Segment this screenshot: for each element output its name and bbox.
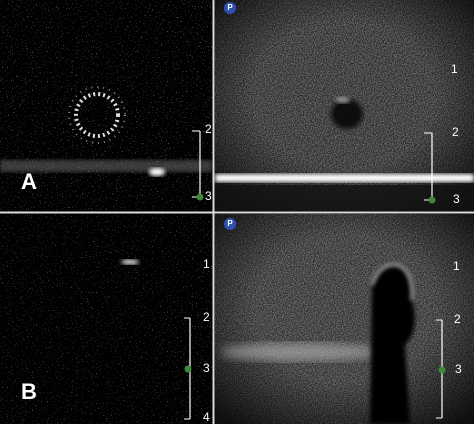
depth-label: 3	[455, 362, 462, 376]
panel-b-left: 1 2 3 4 B	[0, 214, 212, 424]
depth-label: 3	[453, 192, 460, 206]
depth-label: 1	[453, 259, 460, 273]
panel-a-right: P 1 2 3	[215, 0, 474, 211]
depth-label: 2	[205, 122, 212, 136]
probe-marker: P	[227, 3, 233, 12]
depth-label: 2	[203, 310, 210, 324]
panel-a-left: 2 3 A	[0, 0, 212, 211]
depth-label: 4	[203, 410, 210, 424]
depth-label: 3	[205, 189, 212, 203]
panel-label: A	[21, 169, 37, 194]
depth-label: 3	[203, 361, 210, 375]
depth-label: 2	[452, 125, 459, 139]
panel-label: B	[21, 379, 37, 404]
panel-b-right: P 1 2 3	[215, 214, 474, 424]
depth-label: 1	[451, 62, 458, 76]
depth-label: 2	[454, 312, 461, 326]
depth-label: 1	[203, 257, 210, 271]
probe-marker: P	[227, 219, 233, 228]
